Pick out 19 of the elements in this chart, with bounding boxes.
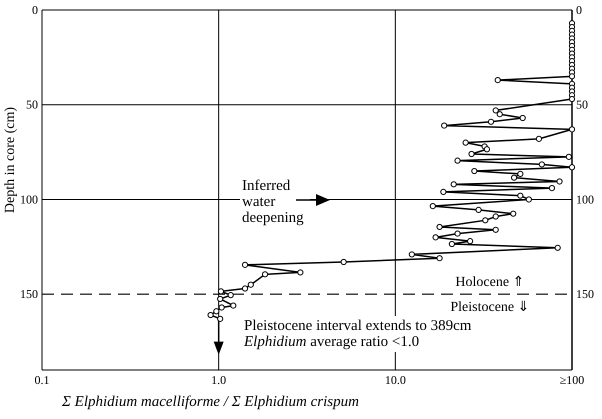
x-tick-label: 10.0 [384,373,406,387]
y2-tick-label: 150 [576,287,594,302]
annotation: Inferred water deepening [242,178,304,226]
y-tick-label: 0 [32,3,38,17]
y-tick-label: 100 [20,192,38,206]
y-axis-title: Depth in core (cm) [3,106,18,214]
x-tick-label: 1.0 [211,373,226,387]
annotation: Pleistocene ⇓ [450,300,530,316]
y2-tick-label: 50 [576,98,588,112]
x-tick-label: 0.1 [34,373,50,387]
x-axis-title: Σ Elphidium macelliforme / Σ Elphidium crispum [61,394,360,410]
y2-tick-label: 100 [576,192,594,206]
y-tick-label: 150 [20,287,38,302]
annotation: Elphidium average ratio <1.0 [243,334,420,350]
y2-tick-label: 0 [576,3,582,17]
annotation: Holocene ⇑ [455,275,525,290]
x-tick-label: ≥100 [560,373,584,387]
y-tick-label: 50 [26,98,38,112]
annotation: Pleistocene interval extends to 389cm [244,318,472,334]
